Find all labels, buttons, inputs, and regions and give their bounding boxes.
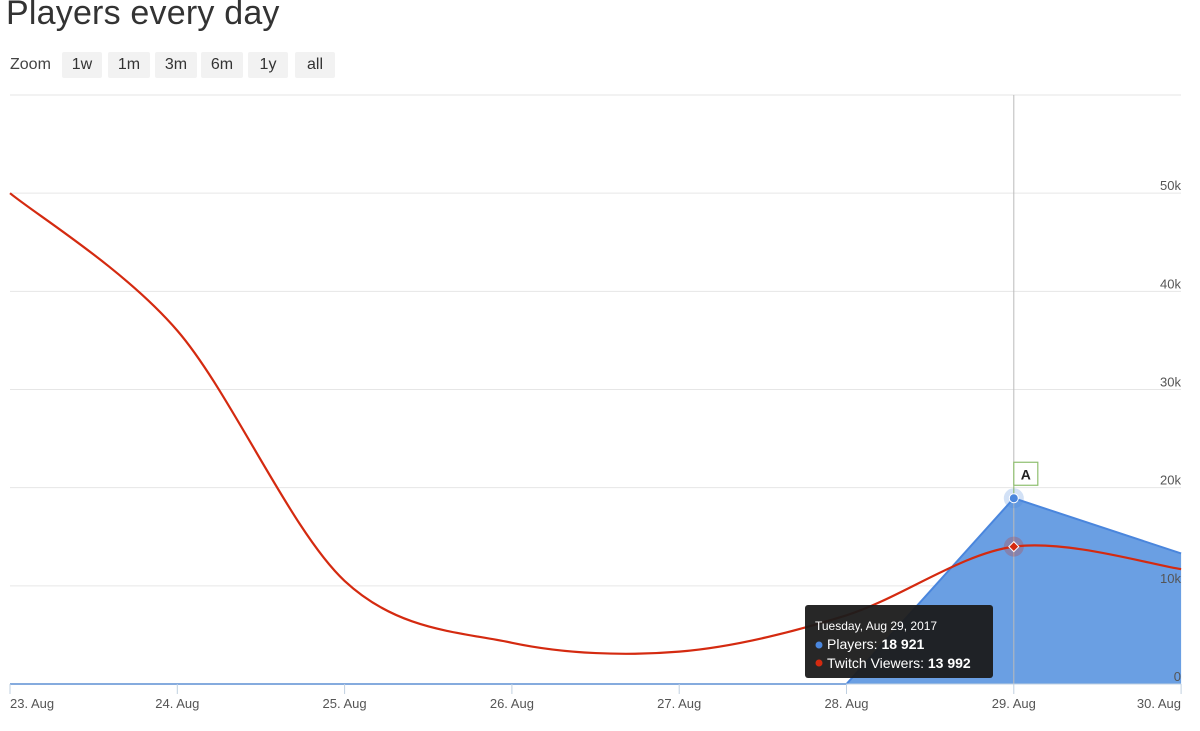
tooltip: Tuesday, Aug 29, 2017 Players: 18 921 Twit…	[805, 605, 993, 678]
tooltip-players-dot	[815, 641, 823, 649]
zoom-button-1w[interactable]: 1w	[62, 52, 102, 78]
grid-lines	[10, 94, 1181, 587]
zoom-button-6m[interactable]: 6m	[201, 52, 243, 78]
x-tick-label: 27. Aug	[657, 696, 701, 711]
twitch-viewers-series	[9, 192, 1182, 655]
tooltip-box	[805, 605, 993, 678]
y-tick-label: 0	[1174, 669, 1181, 684]
x-tick-label: 24. Aug	[155, 696, 199, 711]
tooltip-twitch-row: Twitch Viewers: 13 992	[827, 655, 971, 671]
tooltip-twitch-value: 13 992	[928, 655, 971, 671]
tooltip-players-label: Players:	[827, 636, 881, 652]
tooltip-players-value: 18 921	[881, 636, 924, 652]
x-axis: 23. Aug 24. Aug 25. Aug 26. Aug 27. Aug 28. A…	[9, 683, 1182, 711]
twitch-hover-point	[1008, 540, 1020, 553]
players-series	[10, 497, 1182, 685]
x-tick-label: 25. Aug	[323, 696, 367, 711]
y-tick-label: 10k	[1160, 571, 1181, 586]
flag-box	[1013, 461, 1039, 486]
x-tick-label: 26. Aug	[490, 696, 534, 711]
tooltip-date: Tuesday, Aug 29, 2017	[815, 619, 937, 633]
x-tick-label: 29. Aug	[992, 696, 1036, 711]
flag-marker: A	[1013, 461, 1039, 494]
zoom-button-3m[interactable]: 3m	[155, 52, 197, 78]
tooltip-players-row: Players: 18 921	[827, 636, 925, 652]
hover-markers	[1003, 488, 1024, 557]
twitch-viewers-line	[9, 192, 1182, 655]
zoom-button-1m[interactable]: 1m	[108, 52, 150, 78]
y-axis: 0 10k 20k 30k 40k 50k	[1160, 178, 1181, 684]
players-hover-point	[1008, 493, 1019, 504]
x-tick-label: 30. Aug	[1137, 696, 1181, 711]
y-tick-label: 40k	[1160, 276, 1181, 291]
tooltip-twitch-dot	[815, 659, 823, 667]
y-tick-label: 50k	[1160, 178, 1181, 193]
zoom-button-1y[interactable]: 1y	[248, 52, 288, 78]
tooltip-twitch-label: Twitch Viewers:	[827, 655, 928, 671]
y-tick-label: 20k	[1160, 473, 1181, 488]
zoom-label: Zoom	[10, 56, 51, 73]
players-area-fill	[10, 498, 1182, 684]
flag-label: A	[1021, 466, 1031, 482]
x-tick-label: 28. Aug	[824, 696, 868, 711]
zoom-button-all[interactable]: all	[295, 52, 335, 78]
chart-title: Players every day	[6, 0, 280, 32]
y-tick-label: 30k	[1160, 375, 1181, 390]
x-tick-label: 23. Aug	[10, 696, 54, 711]
